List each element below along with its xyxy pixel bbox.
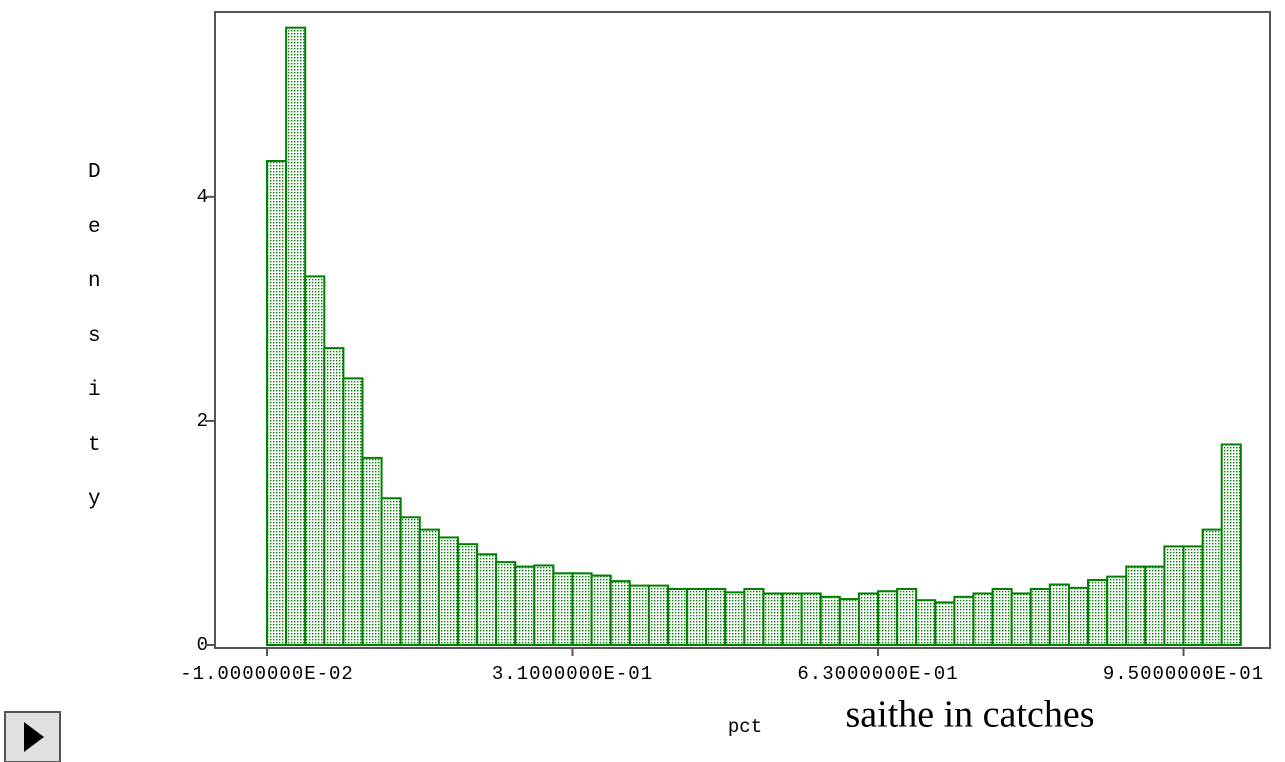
x-tick-label: 3.1000000E-01 [492,663,653,685]
bar [476,553,498,647]
bar [590,574,612,646]
bar [285,26,307,647]
bar [934,601,956,647]
y-axis-label: Density [88,161,101,511]
play-button[interactable] [4,711,61,762]
bar [686,587,708,646]
bar [1220,443,1242,646]
bar [456,543,479,647]
bar [1048,583,1070,646]
bar [266,160,288,646]
bar [877,590,899,647]
bar [418,528,440,646]
bar [437,536,459,647]
bar [953,595,975,646]
bar [647,584,669,646]
bar [495,561,517,647]
bar [1182,545,1204,647]
bar [533,564,555,647]
bar [1125,565,1147,646]
y-tick-label: 0 [197,634,208,656]
bar [1067,586,1090,646]
bar [915,599,937,647]
x-tick-label: 9.5000000E-01 [1103,663,1264,685]
bar [304,275,326,646]
bar [323,347,345,646]
chart-title: saithe in catches [845,694,1094,736]
bar [896,587,918,646]
play-icon [24,722,44,752]
bar [1144,565,1166,646]
bar [857,592,880,647]
bar [380,497,402,647]
bar [1087,579,1109,646]
bar [552,572,574,647]
bar [705,587,727,646]
bar [838,598,860,647]
y-tick-label: 2 [197,410,208,432]
bar [781,592,803,647]
bar [1010,592,1032,647]
play-button-box[interactable] [4,711,61,762]
bar [1201,528,1223,646]
x-tick-label: -1.0000000E-02 [180,663,354,685]
bar [609,580,631,647]
y-tick-label: 4 [197,186,208,208]
bar [800,592,822,647]
plot-frame [214,11,1271,649]
bar [571,572,593,647]
bar [361,456,383,646]
bar [342,377,364,646]
x-tick-label: 6.3000000E-01 [797,663,958,685]
bar [1106,575,1128,646]
bar [1163,545,1185,647]
bar [972,592,994,647]
bar [762,592,784,647]
x-axis-label: pct [728,716,762,738]
bar [991,587,1013,646]
bar [819,595,841,646]
bar [628,584,650,646]
bar [743,587,765,646]
bar [724,591,746,647]
bar [399,516,421,647]
bar [514,565,536,646]
bar [666,587,689,646]
bar [1029,587,1051,646]
